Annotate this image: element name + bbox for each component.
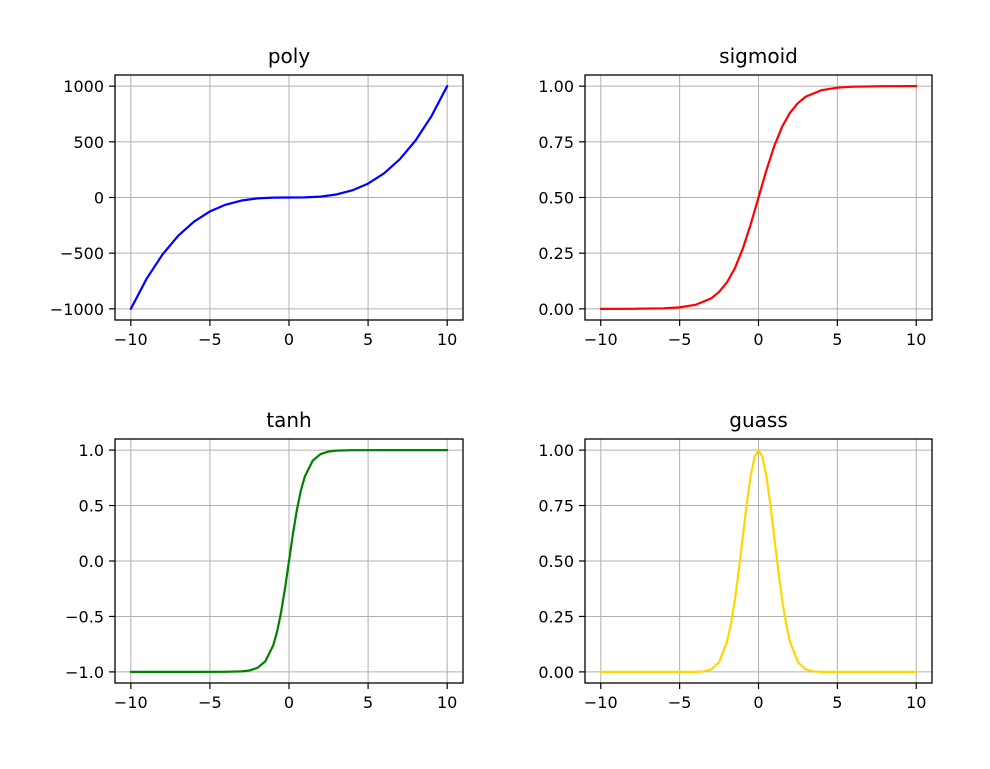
y-tick-label: 0.00	[538, 300, 574, 319]
subplot-title: sigmoid	[719, 44, 798, 68]
subplot-title: tanh	[266, 408, 311, 432]
y-tick-label: −1000	[50, 300, 104, 319]
x-tick-label: 5	[363, 693, 373, 712]
subplot-title: guass	[729, 408, 787, 432]
x-tick-label: 10	[906, 693, 926, 712]
y-tick-label: 0.5	[79, 497, 104, 516]
y-tick-label: 0.00	[538, 663, 574, 682]
x-tick-label: −5	[668, 330, 692, 349]
y-tick-label: 0.75	[538, 133, 574, 152]
y-tick-label: 500	[73, 133, 104, 152]
y-tick-label: 0.50	[538, 552, 574, 571]
x-tick-label: −10	[114, 693, 148, 712]
x-tick-label: −10	[584, 693, 618, 712]
x-tick-label: 0	[753, 693, 763, 712]
subplot-tanh: −10 −5 0 5 10 −1.0 −0.5 0.0 0.5 1.0 tanh	[65, 408, 464, 712]
y-tick-label: −1.0	[65, 663, 104, 682]
y-tick-label: 1.00	[538, 441, 574, 460]
x-tick-label: 10	[437, 693, 457, 712]
y-tick-label: −0.5	[65, 607, 104, 626]
subplot-title: poly	[268, 44, 310, 68]
y-tick-label: 0.25	[538, 244, 574, 263]
y-tick-label: 1.0	[79, 441, 104, 460]
x-tick-label: −10	[584, 330, 618, 349]
x-tick-label: 10	[906, 330, 926, 349]
x-tick-label: 5	[832, 693, 842, 712]
y-tick-label: −500	[60, 244, 104, 263]
y-tick-label: 0	[94, 189, 104, 208]
y-tick-label: 0.75	[538, 497, 574, 516]
x-tick-label: 0	[284, 693, 294, 712]
x-tick-label: 5	[363, 330, 373, 349]
x-tick-label: −5	[198, 693, 222, 712]
y-tick-label: 1.00	[538, 77, 574, 96]
y-tick-label: 0.25	[538, 607, 574, 626]
series-line	[129, 85, 449, 310]
subplot-sigmoid: −10 −5 0 5 10 0.00 0.25 0.50 0.75 1.00 sigmoid	[538, 44, 933, 349]
y-tick-label: 1000	[63, 77, 104, 96]
subplot-guass: −10 −5 0 5 10 0.00 0.25 0.50 0.75 1.00 guass	[538, 408, 933, 712]
series-line	[599, 448, 918, 674]
x-tick-label: −10	[114, 330, 148, 349]
series-line	[129, 448, 449, 674]
x-tick-label: 10	[437, 330, 457, 349]
y-tick-label: 0.50	[538, 189, 574, 208]
y-tick-label: 0.0	[79, 552, 104, 571]
x-tick-label: −5	[668, 693, 692, 712]
x-tick-label: 0	[753, 330, 763, 349]
x-tick-label: 5	[832, 330, 842, 349]
series-line	[599, 85, 918, 310]
x-tick-label: −5	[198, 330, 222, 349]
x-tick-label: 0	[284, 330, 294, 349]
subplot-poly: −10 −5 0 5 10 −1000 −500 0 500 1000 poly	[50, 44, 464, 349]
